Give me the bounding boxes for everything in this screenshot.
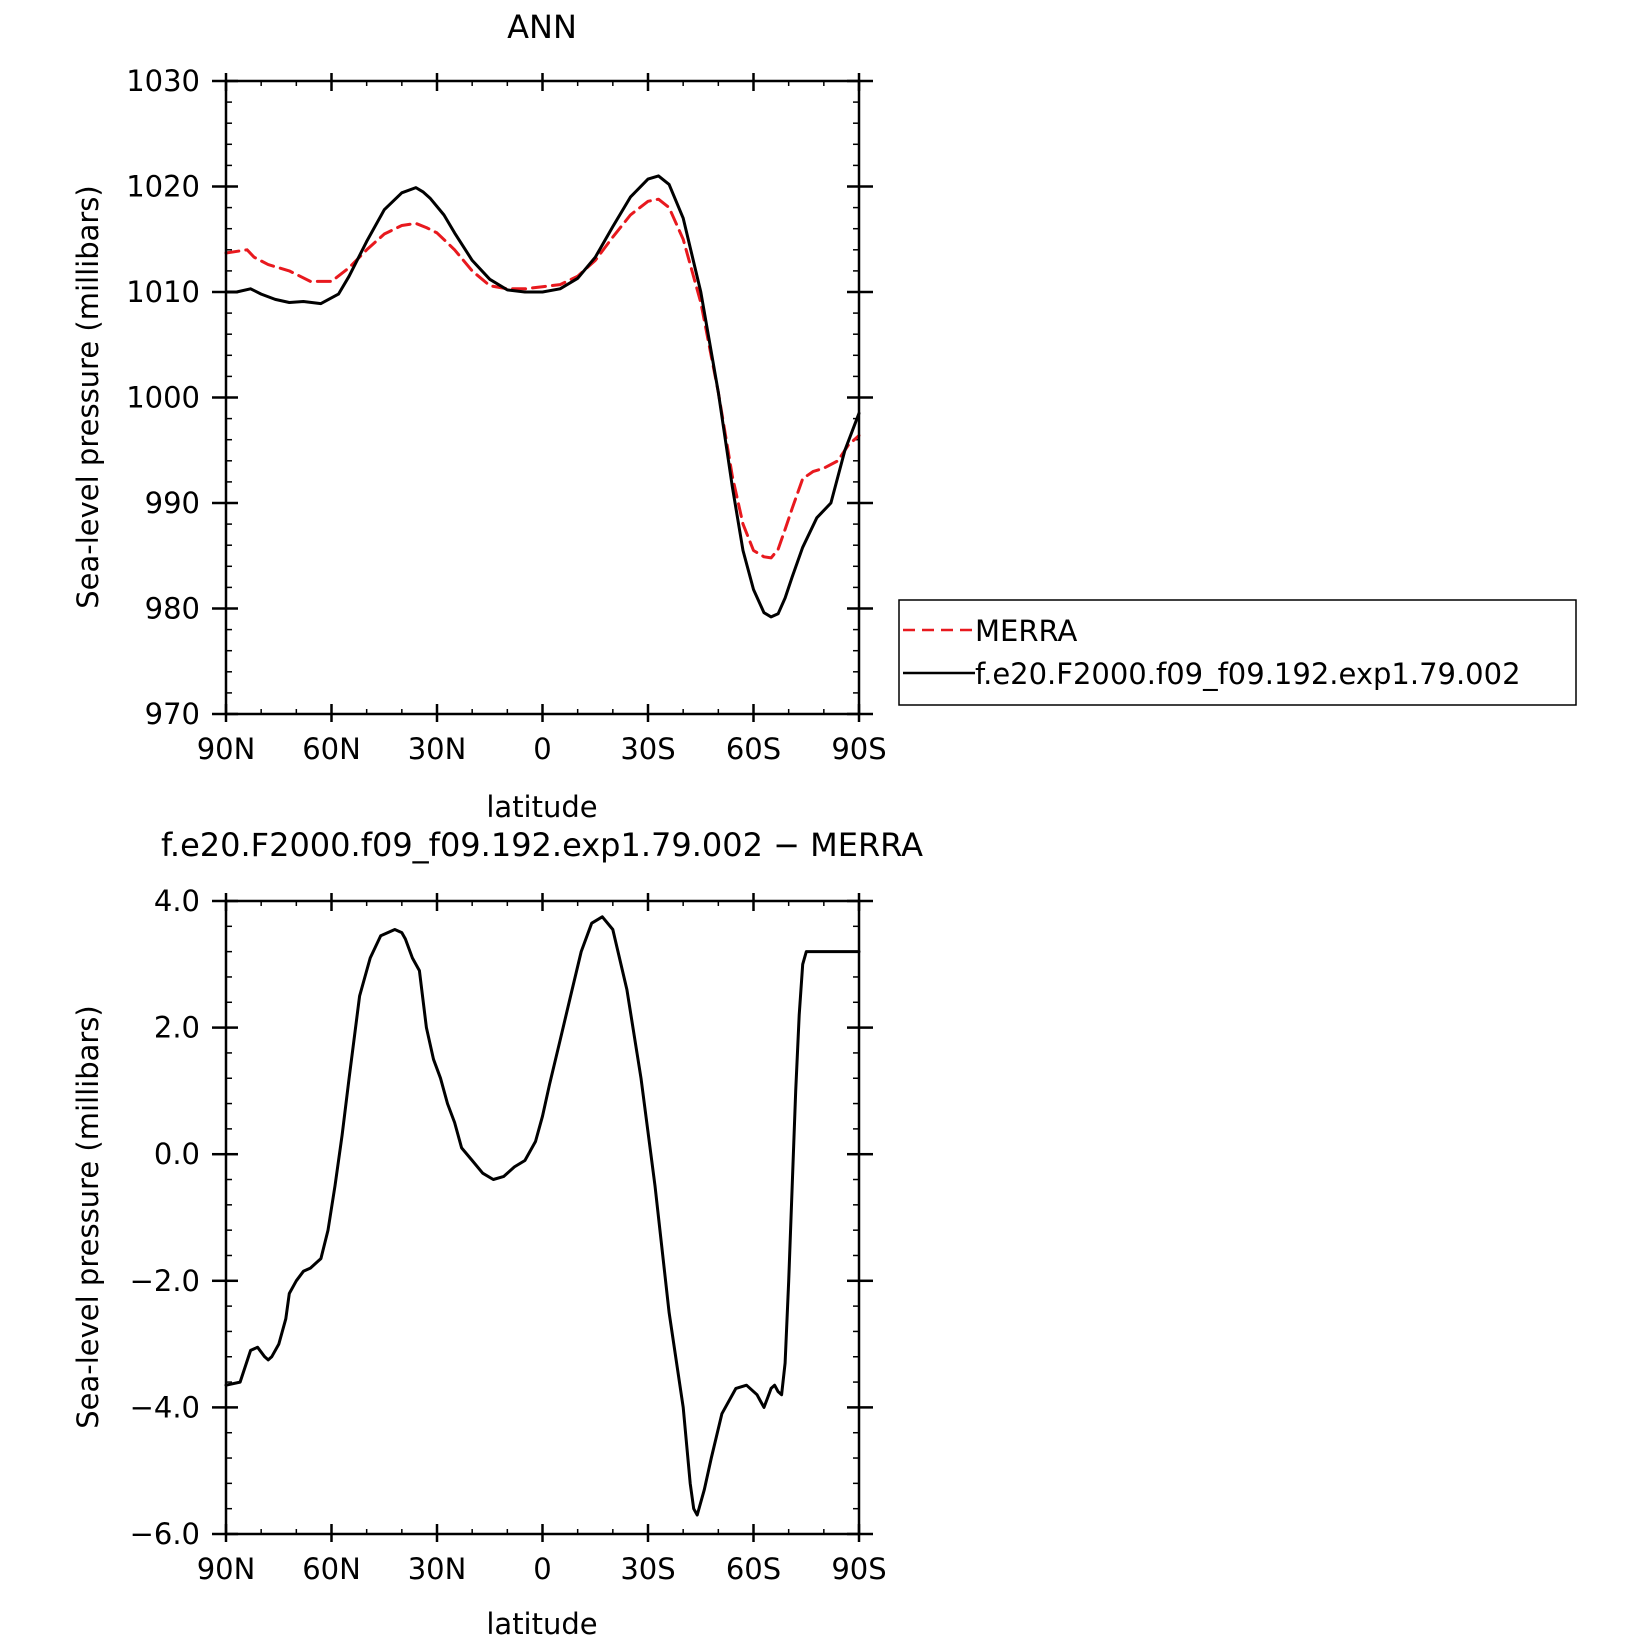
y-tick-label: 4.0: [154, 884, 200, 918]
bottom-y-axis-label: Sea-level pressure (millibars): [71, 1005, 105, 1428]
x-tick-label: 0: [533, 1552, 551, 1586]
series-line-0-0: [224, 197, 861, 560]
y-tick-label: 1000: [126, 381, 200, 415]
x-tick-label: 30S: [620, 1552, 675, 1586]
bottom-x-axis-label: latitude: [486, 1607, 597, 1641]
y-tick-label: 980: [145, 592, 200, 626]
bottom-axis-ticks: [212, 893, 873, 1542]
legend: MERRA f.e20.F2000.f09_f09.192.exp1.79.00…: [898, 599, 1577, 706]
y-tick-label: 2.0: [154, 1011, 200, 1045]
y-tick-label: 0.0: [154, 1137, 200, 1171]
top-x-tick-labels: 90N 60N 30N 0 30S 60S 90S: [197, 732, 887, 766]
x-tick-label: 60S: [726, 1552, 781, 1586]
x-tick-label: 30N: [408, 1552, 467, 1586]
bottom-chart-panel: f.e20.F2000.f09_f09.192.exp1.79.002 − ME…: [71, 826, 923, 1641]
top-x-axis-label: latitude: [486, 790, 597, 824]
top-y-axis-label: Sea-level pressure (millibars): [71, 185, 105, 608]
x-tick-label: 90S: [831, 732, 886, 766]
x-tick-label: 60N: [302, 1552, 361, 1586]
legend-label-merra: MERRA: [975, 614, 1077, 648]
x-tick-label: 90S: [831, 1552, 886, 1586]
series-line-0-1: [224, 174, 861, 619]
top-plot-frame: [224, 79, 861, 716]
x-tick-label: 60S: [726, 732, 781, 766]
y-tick-label: 1030: [126, 64, 200, 98]
y-tick-label: 1020: [126, 170, 200, 204]
x-tick-label: 90N: [197, 732, 256, 766]
bottom-y-tick-labels: −6.0 −4.0 −2.0 0.0 2.0 4.0: [130, 884, 200, 1551]
bottom-x-tick-labels: 90N 60N 30N 0 30S 60S 90S: [197, 1552, 887, 1586]
legend-box: [898, 599, 1577, 706]
x-tick-label: 0: [533, 732, 551, 766]
bottom-plot-frame: [224, 899, 861, 1536]
x-tick-label: 60N: [302, 732, 361, 766]
x-tick-label: 30S: [620, 732, 675, 766]
legend-label-model: f.e20.F2000.f09_f09.192.exp1.79.002: [975, 657, 1521, 691]
top-y-tick-labels: 970 980 990 1000 1010 1020 1030: [126, 64, 200, 731]
bottom-chart-title: f.e20.F2000.f09_f09.192.exp1.79.002 − ME…: [161, 826, 923, 864]
x-tick-label: 30N: [408, 732, 467, 766]
top-axis-ticks: [212, 73, 873, 722]
x-tick-label: 90N: [197, 1552, 256, 1586]
top-chart-panel: ANN 970 980 990 1000 1010 1020 1030 90N 60N 30N 0…: [71, 8, 887, 824]
bottom-series-group: [224, 915, 861, 1517]
top-series-group: [224, 174, 861, 619]
y-tick-label: −2.0: [130, 1264, 200, 1298]
y-tick-label: 970: [145, 697, 200, 731]
y-tick-label: −4.0: [130, 1390, 200, 1424]
top-chart-title: ANN: [507, 8, 577, 46]
series-line-1-0: [224, 915, 861, 1517]
y-tick-label: 1010: [126, 275, 200, 309]
y-tick-label: −6.0: [130, 1517, 200, 1551]
y-tick-label: 990: [145, 486, 200, 520]
